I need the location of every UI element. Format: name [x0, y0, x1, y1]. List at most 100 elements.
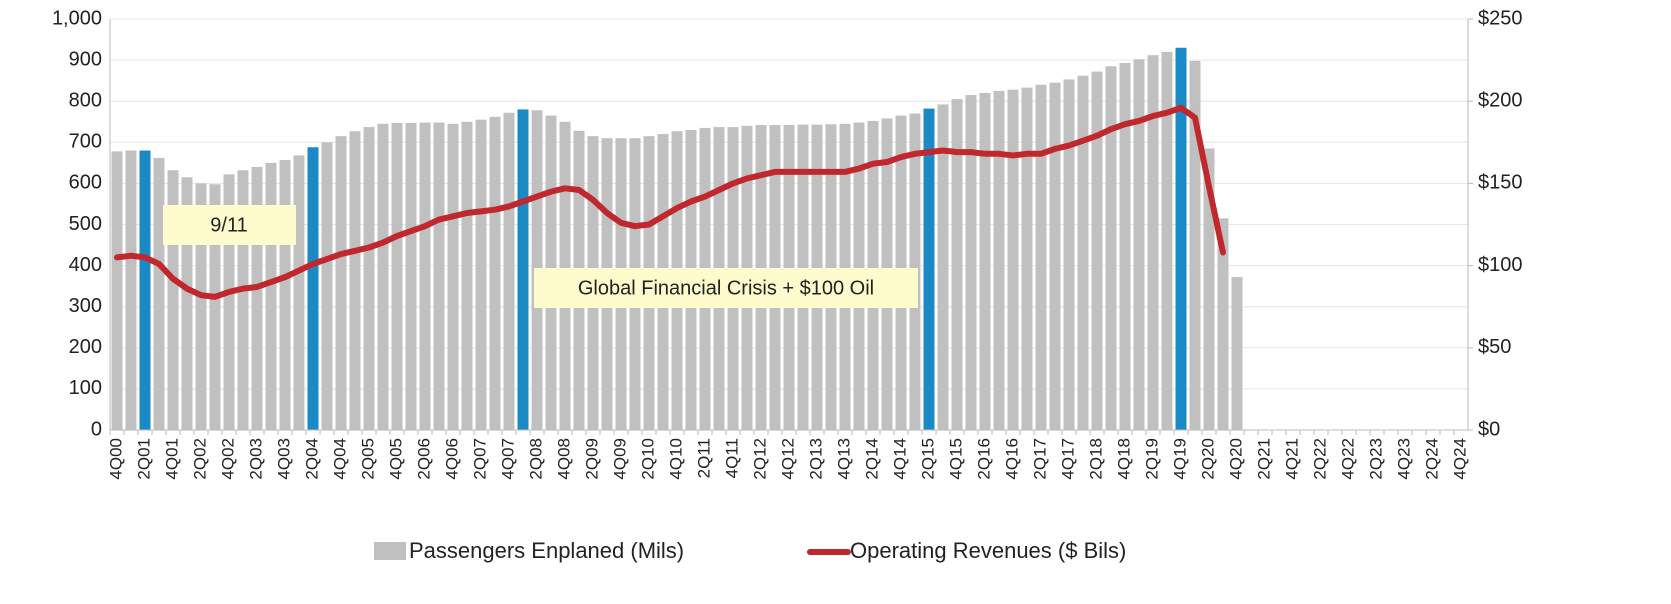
- bar: [1231, 277, 1243, 430]
- x-tick-label: 4Q11: [722, 438, 741, 478]
- bar: [517, 109, 529, 431]
- bar: [321, 142, 333, 431]
- bar: [475, 119, 487, 430]
- annotation: Global Financial Crisis + $100 Oil: [578, 277, 874, 299]
- bar: [979, 92, 991, 430]
- x-tick-label: 2Q07: [470, 438, 489, 480]
- y-tick-label: 900: [69, 48, 102, 70]
- bar: [125, 150, 137, 430]
- y-tick-label: 500: [69, 213, 102, 235]
- bar: [195, 183, 207, 430]
- bar: [363, 127, 375, 430]
- x-tick-label: 4Q03: [274, 438, 293, 480]
- annotation-box: [534, 268, 918, 308]
- bar: [237, 170, 249, 431]
- y-tick-label: 700: [69, 131, 102, 153]
- x-tick-label: 4Q14: [890, 438, 909, 480]
- x-tick-label: 2Q11: [694, 438, 713, 478]
- x-tick-label: 4Q12: [778, 438, 797, 480]
- bar: [377, 123, 389, 431]
- bar: [1175, 47, 1187, 431]
- x-tick-label: 2Q12: [750, 438, 769, 480]
- y-tick-label: 0: [91, 418, 102, 440]
- x-tick-label: 2Q13: [806, 438, 825, 480]
- y-tick-label: 1,000: [52, 7, 102, 29]
- y-tick-label: 200: [69, 336, 102, 358]
- bar: [153, 157, 165, 430]
- annotation-box: [163, 205, 296, 245]
- bar: [307, 147, 319, 430]
- x-tick-label: 4Q01: [162, 438, 181, 480]
- x-tick-label: 2Q17: [1030, 438, 1049, 480]
- bar: [1119, 62, 1131, 431]
- bar: [209, 184, 221, 430]
- bar: [965, 95, 977, 430]
- x-tick-label: 4Q13: [834, 438, 853, 480]
- x-tick-label: 4Q22: [1338, 438, 1357, 480]
- bar: [433, 122, 445, 431]
- legend-label: Passengers Enplaned (Mils): [409, 538, 684, 563]
- bar: [503, 112, 515, 430]
- bar: [951, 99, 963, 431]
- y2-tick-label: $0: [1478, 418, 1500, 440]
- x-tick-label: 4Q00: [106, 438, 125, 480]
- x-tick-label: 4Q04: [330, 438, 349, 480]
- y-tick-label: 600: [69, 172, 102, 194]
- y-tick-label: 400: [69, 254, 102, 276]
- bar: [1091, 71, 1103, 430]
- x-tick-label: 4Q20: [1226, 438, 1245, 480]
- bar: [1077, 75, 1089, 430]
- x-tick-label: 2Q03: [246, 438, 265, 480]
- x-tick-label: 2Q01: [134, 438, 153, 480]
- x-tick-label: 2Q10: [638, 438, 657, 480]
- bar: [1217, 218, 1229, 430]
- bar: [223, 174, 235, 430]
- y2-tick-label: $50: [1478, 336, 1511, 358]
- bar: [391, 122, 403, 430]
- x-tick-label: 4Q07: [498, 438, 517, 480]
- x-tick-label: 4Q02: [218, 438, 237, 480]
- x-tick-label: 4Q24: [1450, 438, 1469, 480]
- x-tick-label: 4Q19: [1170, 438, 1189, 480]
- x-tick-label: 4Q21: [1282, 438, 1301, 480]
- x-tick-label: 2Q06: [414, 438, 433, 480]
- x-tick-label: 2Q04: [302, 438, 321, 480]
- x-tick-label: 2Q08: [526, 438, 545, 480]
- bar: [293, 155, 305, 430]
- legend-swatch: [374, 542, 406, 560]
- y2-tick-label: $200: [1478, 89, 1523, 111]
- bar: [1021, 87, 1033, 431]
- y-tick-label: 300: [69, 295, 102, 317]
- bar: [1189, 60, 1201, 431]
- bar: [181, 177, 193, 430]
- bar: [937, 104, 949, 430]
- x-tick-label: 4Q18: [1114, 438, 1133, 480]
- x-tick-label: 4Q17: [1058, 438, 1077, 480]
- y2-tick-label: $100: [1478, 254, 1523, 276]
- bar: [265, 162, 277, 430]
- x-tick-label: 4Q06: [442, 438, 461, 480]
- bar: [1007, 89, 1019, 430]
- bar: [139, 150, 151, 430]
- bar: [251, 166, 263, 430]
- bar: [461, 121, 473, 430]
- x-tick-label: 2Q05: [358, 438, 377, 480]
- x-tick-label: 4Q09: [610, 438, 629, 480]
- bar: [1063, 79, 1075, 431]
- y-tick-label: 100: [69, 377, 102, 399]
- bar: [1161, 51, 1173, 430]
- bar: [111, 151, 123, 431]
- x-tick-label: 2Q19: [1142, 438, 1161, 480]
- bar: [447, 123, 459, 431]
- x-tick-label: 4Q16: [1002, 438, 1021, 480]
- x-tick-label: 2Q18: [1086, 438, 1105, 480]
- y-tick-label: 800: [69, 89, 102, 111]
- legend-label: Operating Revenues ($ Bils): [850, 538, 1126, 563]
- x-tick-label: 4Q05: [386, 438, 405, 480]
- bar: [1203, 148, 1215, 430]
- x-tick-label: 4Q15: [946, 438, 965, 480]
- annotation: 9/11: [210, 214, 247, 236]
- x-tick-label: 2Q20: [1198, 438, 1217, 480]
- line: [114, 104, 1226, 300]
